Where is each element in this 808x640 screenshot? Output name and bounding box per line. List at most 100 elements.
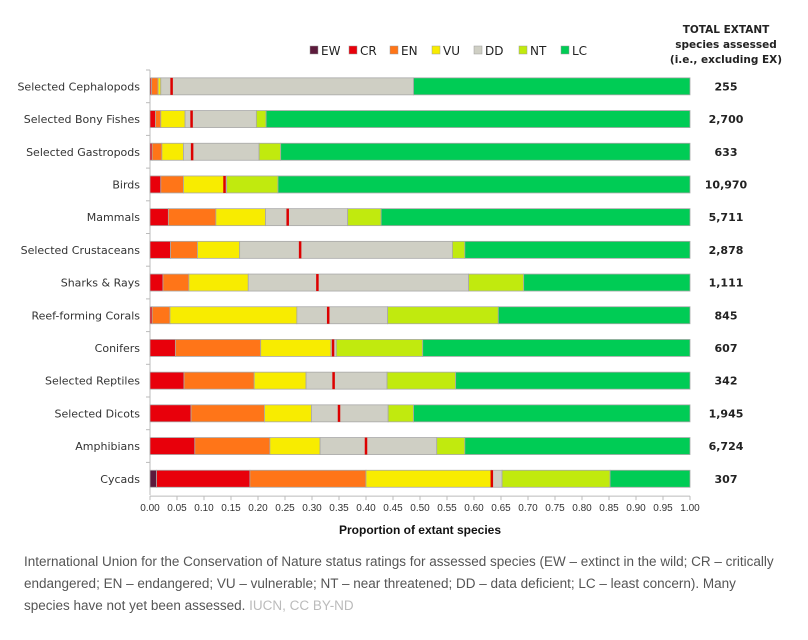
bar-segment-dd <box>319 437 438 455</box>
bar-segment-dd <box>239 240 453 259</box>
threatened-marker <box>316 274 319 292</box>
bar-segment-dd <box>247 273 470 292</box>
x-tick-label: 0.80 <box>572 503 592 514</box>
total-label: 633 <box>715 146 738 159</box>
bar-segment-vu <box>269 437 321 455</box>
totals-header-line-1: TOTAL EXTANT <box>683 24 770 36</box>
x-tick-label: 0.70 <box>518 503 538 514</box>
bar-segment-nt <box>335 339 424 357</box>
category-label: Selected Gastropods <box>26 146 140 159</box>
total-label: 342 <box>715 375 738 388</box>
bar-segment-lc <box>497 306 691 325</box>
bar-segment-dd <box>305 371 388 390</box>
x-tick-label: 0.90 <box>626 503 646 514</box>
total-label: 1,111 <box>709 277 744 290</box>
bar-segment-lc <box>265 110 691 128</box>
x-tick-label: 0.25 <box>275 503 295 514</box>
total-label: 845 <box>715 309 738 322</box>
legend-swatch-lc <box>560 45 570 55</box>
bar-row: Cycads 307 <box>100 469 737 488</box>
bar-segment-nt <box>226 175 279 194</box>
legend-label-vu: VU <box>443 44 460 58</box>
category-label: Selected Reptiles <box>45 375 140 388</box>
bar-segment-en <box>183 371 255 390</box>
bar-segment-dd <box>160 77 414 96</box>
x-tick-label: 0.05 <box>167 503 187 514</box>
threatened-marker <box>223 175 226 193</box>
x-tick-label: 0.65 <box>491 503 511 514</box>
bar-row: Selected Cephalopods 255 <box>17 77 737 96</box>
total-label: 607 <box>715 342 738 355</box>
legend-item-lc: LC <box>560 44 587 58</box>
bar-segment-nt <box>255 110 267 128</box>
legend-swatch-nt <box>518 45 528 55</box>
category-label: Mammals <box>87 211 140 224</box>
legend-item-nt: NT <box>518 44 547 58</box>
x-axis-label: Proportion of extant species <box>339 523 501 537</box>
bar-segment-cr <box>149 208 169 227</box>
y-axis <box>146 69 151 496</box>
total-label: 5,711 <box>709 211 744 224</box>
bar-segment-lc <box>280 142 691 161</box>
legend-swatch-dd <box>473 45 483 55</box>
bar-segment-lc <box>380 208 691 227</box>
bar-segment-nt <box>468 273 525 292</box>
category-label: Selected Dicots <box>54 407 140 420</box>
bar-segment-en <box>167 208 217 227</box>
legend: EW CR EN VU DD NT LC <box>309 44 587 58</box>
bar-row: Birds 10,970 <box>112 175 748 194</box>
bar-segment-lc <box>523 273 691 292</box>
category-label: Selected Cephalopods <box>17 80 140 93</box>
bar-segment-en <box>154 110 162 128</box>
legend-swatch-cr <box>348 45 358 55</box>
x-tick-label: 0.00 <box>140 503 160 514</box>
x-tick-label: 1.00 <box>680 503 700 514</box>
bar-segment-cr <box>149 110 156 128</box>
bar-segment-vu <box>188 273 249 292</box>
legend-label-lc: LC <box>572 44 587 58</box>
bar-segment-vu <box>264 404 312 423</box>
bar-segment-nt <box>258 142 282 161</box>
threatened-marker <box>364 437 368 455</box>
bar-segment-cr <box>149 240 171 259</box>
bar-segment-dd <box>296 306 389 325</box>
bar-segment-ew <box>149 469 157 488</box>
bar-segment-vu <box>169 306 298 325</box>
bar-row: Selected Dicots 1,945 <box>54 404 743 423</box>
threatened-marker <box>490 470 494 488</box>
bar-segment-vu <box>253 371 307 390</box>
bar-row: Conifers 607 <box>95 339 738 357</box>
bar-segment-vu <box>183 175 225 194</box>
x-tick-label: 0.55 <box>437 503 457 514</box>
legend-label-en: EN <box>401 44 418 58</box>
bar-row: Sharks & Rays 1,111 <box>61 273 744 292</box>
bar-segment-nt <box>436 437 466 455</box>
bar-row: Mammals 5,711 <box>87 208 744 227</box>
bar-segment-vu <box>260 339 332 357</box>
totals-header-line-2: species assessed <box>675 39 777 51</box>
category-label: Birds <box>112 178 140 191</box>
bar-segment-lc <box>455 371 691 390</box>
bar-row: Amphibians 6,724 <box>75 437 744 455</box>
x-tick-label: 0.60 <box>464 503 484 514</box>
bar-segment-dd <box>183 142 260 161</box>
legend-swatch-en <box>389 45 399 55</box>
bar-segment-cr <box>149 175 162 194</box>
x-tick-label: 0.85 <box>599 503 619 514</box>
legend-label-ew: EW <box>321 44 341 58</box>
bar-segment-nt <box>386 371 457 390</box>
threatened-marker <box>331 339 335 357</box>
bar-segment-dd <box>265 208 349 227</box>
bar-segment-en <box>170 240 198 259</box>
bar-row: Reef-forming Corals 845 <box>31 306 738 325</box>
total-label: 6,724 <box>709 440 744 453</box>
bar-segment-en <box>151 77 159 96</box>
legend-item-en: EN <box>389 44 418 58</box>
bar-segment-nt <box>387 404 414 423</box>
bar-segment-cr <box>149 437 196 455</box>
category-label: Conifers <box>95 342 141 355</box>
bar-segment-nt <box>501 469 611 488</box>
x-tick-label: 0.95 <box>653 503 673 514</box>
threatened-marker <box>337 404 341 422</box>
bar-segment-en <box>190 404 265 423</box>
